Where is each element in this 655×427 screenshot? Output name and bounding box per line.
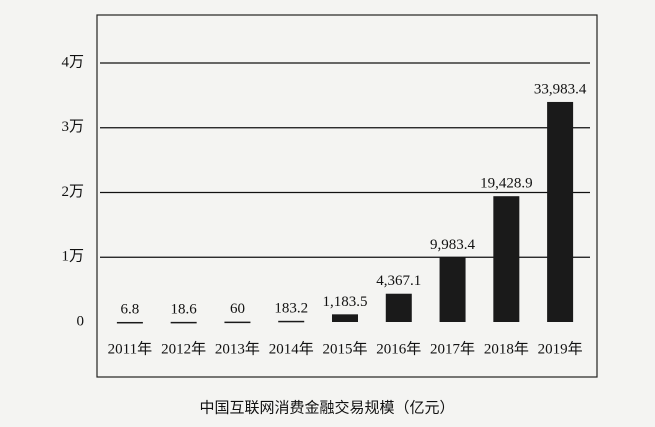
x-tick-label: 2017年 [430, 340, 475, 357]
x-tick-label: 2015年 [322, 340, 367, 357]
chart-frame [96, 14, 598, 378]
x-tick-label: 2011年 [108, 340, 152, 357]
x-tick-label: 2012年 [161, 340, 206, 357]
x-tick-label: 2018年 [484, 340, 529, 357]
value-label: 18.6 [171, 301, 198, 317]
bar [332, 314, 358, 322]
x-tick-label: 2013年 [215, 340, 260, 357]
x-tick-label: 2014年 [269, 340, 314, 357]
bar [547, 101, 574, 322]
bar [439, 257, 466, 322]
value-label: 60 [230, 301, 245, 317]
x-tick-label: 2019年 [538, 340, 583, 357]
value-label: 9,983.4 [430, 237, 476, 253]
bar [170, 321, 197, 324]
y-tick-label: 3万 [61, 119, 84, 135]
bar [385, 293, 412, 322]
bar [493, 196, 520, 322]
x-tick-label: 2016年 [376, 340, 421, 357]
y-tick-label: 4万 [61, 54, 84, 70]
bar [116, 321, 143, 324]
y-tick-label: 1万 [61, 249, 84, 265]
value-label: 1,183.5 [323, 294, 368, 310]
bar [278, 320, 305, 323]
chart-title: 中国互联网消费金融交易规模（亿元） [199, 399, 454, 417]
value-label: 183.2 [274, 300, 308, 316]
bar [224, 321, 251, 324]
value-label: 6.8 [121, 301, 140, 317]
value-label: 33,983.4 [534, 81, 587, 97]
value-label: 19,428.9 [480, 176, 533, 192]
y-tick-label: 0 [77, 313, 85, 329]
value-label: 4,367.1 [376, 273, 421, 289]
y-tick-label: 2万 [61, 184, 84, 200]
